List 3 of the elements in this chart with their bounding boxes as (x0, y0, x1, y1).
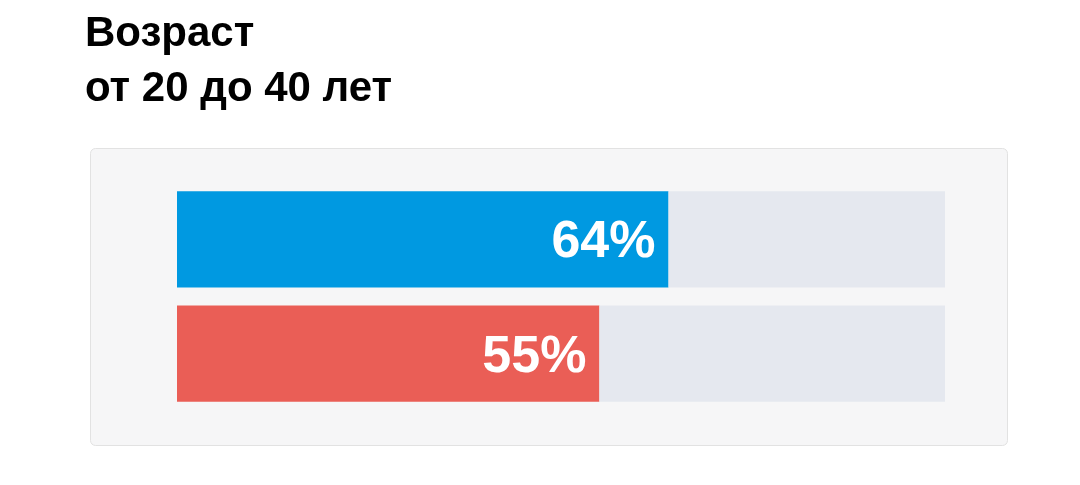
data-label: 64% (551, 210, 656, 269)
data-label: 55% (482, 324, 587, 383)
chart-title: Возраст от 20 до 40 лет (85, 8, 393, 110)
